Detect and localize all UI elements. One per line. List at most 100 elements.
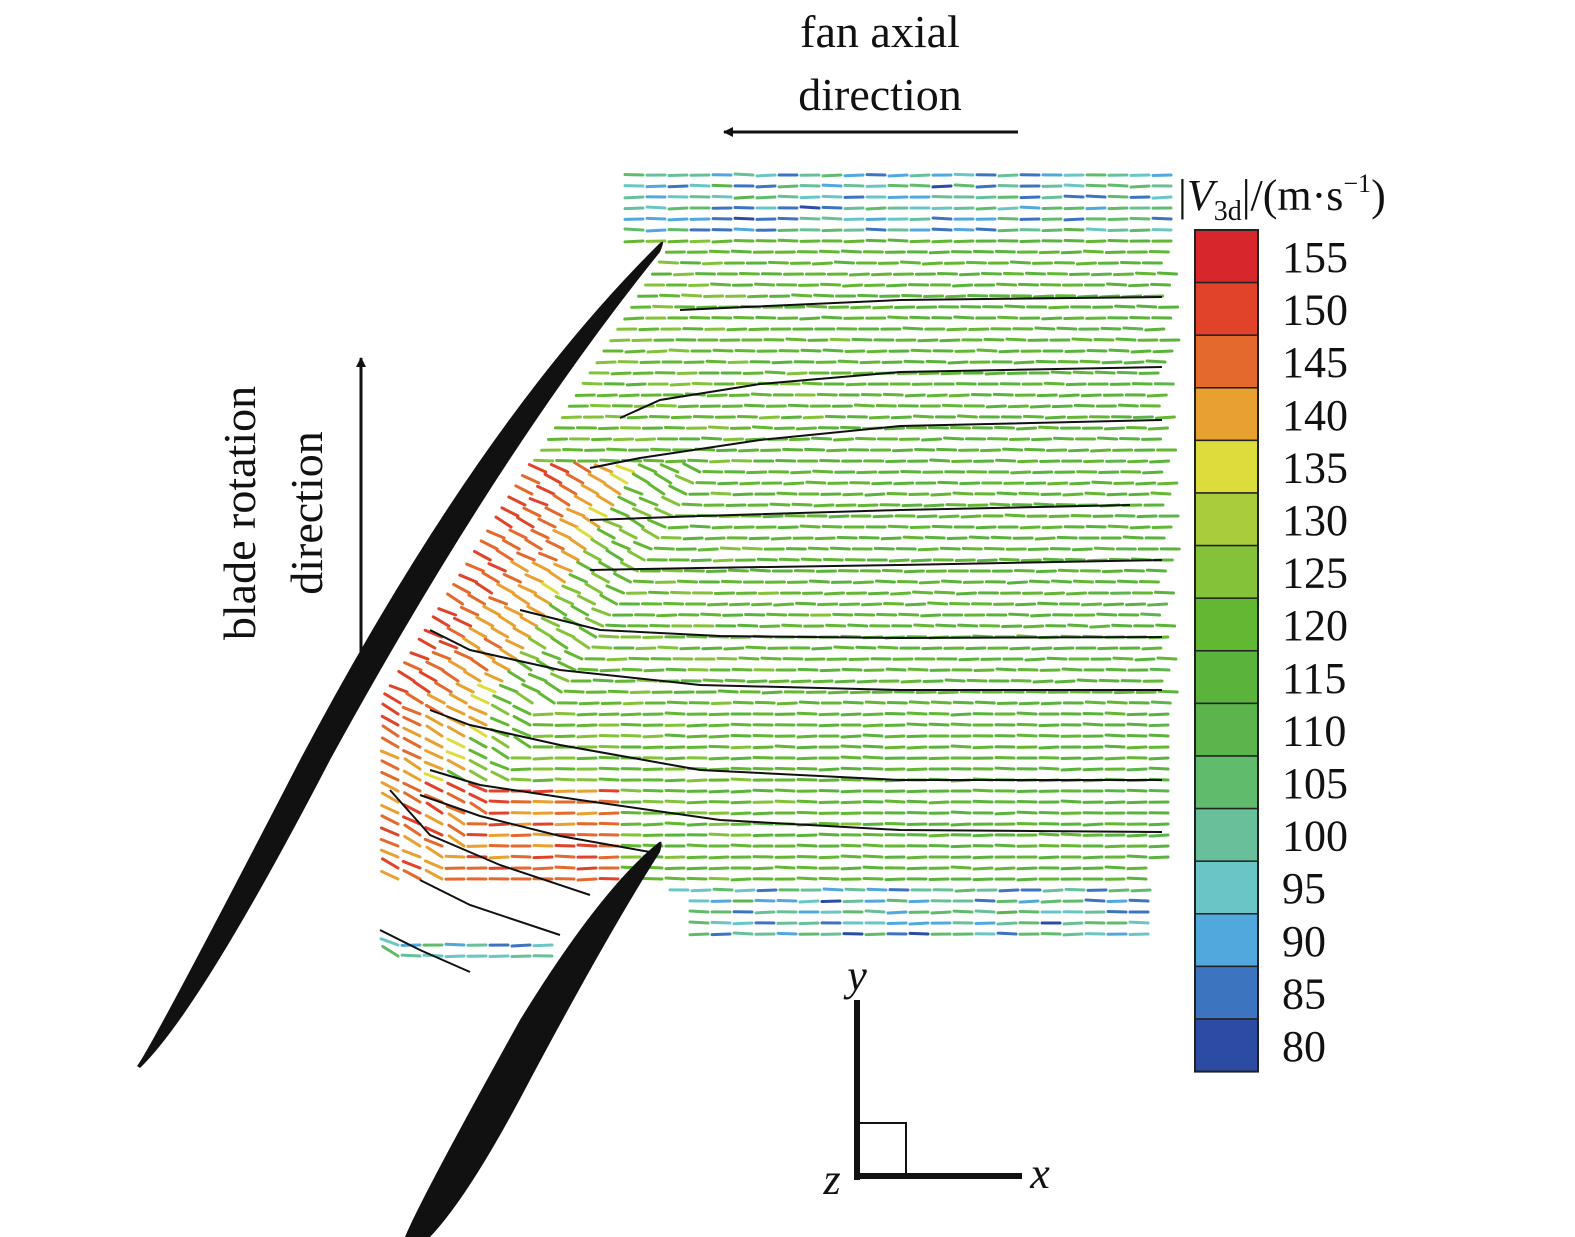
velocity-vector	[1046, 656, 1068, 661]
velocity-vector	[851, 337, 873, 342]
velocity-vector	[706, 393, 728, 398]
velocity-vector	[1016, 866, 1038, 871]
streamline	[379, 929, 471, 973]
velocity-vector	[954, 888, 976, 893]
velocity-vector	[544, 680, 563, 694]
velocity-vector	[469, 801, 488, 815]
velocity-vector	[887, 195, 909, 200]
velocity-vector	[1083, 459, 1105, 464]
velocity-vector	[381, 944, 400, 958]
velocity-vector	[491, 659, 511, 672]
velocity-vector	[928, 833, 950, 838]
velocity-vector	[766, 612, 788, 617]
colorbar-tick-label: 90	[1282, 917, 1326, 966]
velocity-vector	[819, 458, 841, 463]
velocity-vector	[909, 315, 931, 320]
velocity-vector	[768, 679, 790, 684]
velocity-vector	[819, 668, 841, 673]
streamline	[429, 629, 1162, 691]
velocity-vector	[820, 899, 842, 904]
velocity-vector	[1053, 646, 1075, 651]
velocity-vector	[708, 723, 730, 728]
axes-triad: y x z	[822, 951, 1050, 1204]
velocity-vector	[576, 866, 598, 871]
velocity-vector	[1063, 194, 1085, 199]
velocity-vector	[776, 931, 798, 936]
velocity-vector	[1032, 470, 1054, 475]
velocity-vector	[495, 548, 514, 562]
velocity-vector	[620, 843, 642, 848]
velocity-vector	[642, 799, 664, 804]
velocity-vector	[996, 931, 1018, 936]
velocity-vector	[605, 548, 624, 562]
velocity-vector	[1022, 414, 1044, 419]
velocity-vector	[664, 788, 686, 793]
velocity-vector	[1130, 349, 1152, 354]
velocity-vector	[1019, 195, 1041, 200]
velocity-vector	[1038, 832, 1060, 837]
velocity-vector	[647, 518, 667, 529]
velocity-vector	[599, 668, 621, 673]
velocity-vector	[821, 183, 843, 188]
velocity-vector	[446, 758, 466, 771]
velocity-vector	[1148, 855, 1170, 860]
velocity-vector	[795, 601, 817, 606]
velocity-vector	[997, 315, 1019, 320]
velocity-vector	[412, 680, 431, 694]
velocity-vector	[930, 910, 952, 915]
velocity-vector	[926, 393, 948, 398]
velocity-vector	[380, 736, 400, 749]
velocity-vector	[401, 849, 422, 859]
velocity-vector	[607, 689, 629, 694]
velocity-vector	[983, 546, 1005, 551]
velocity-vector	[531, 561, 551, 573]
colorbar-tick-label: 115	[1282, 654, 1346, 703]
colorbar-swatch	[1194, 650, 1259, 705]
velocity-vector	[821, 205, 843, 210]
velocity-vector	[1017, 459, 1039, 464]
velocity-vector	[1103, 426, 1125, 431]
velocity-vector	[1126, 800, 1148, 805]
velocity-vector	[1069, 481, 1091, 486]
velocity-vector	[996, 910, 1018, 915]
velocity-vector	[618, 528, 638, 540]
velocity-vector	[796, 865, 818, 870]
velocity-vector	[921, 261, 943, 266]
velocity-vector	[664, 821, 686, 826]
velocity-vector	[935, 623, 957, 628]
velocity-vector	[1112, 272, 1134, 277]
velocity-vector	[533, 458, 555, 463]
velocity-vector	[1104, 711, 1126, 716]
velocity-vector	[796, 876, 818, 881]
velocity-vector	[840, 712, 862, 717]
velocity-vector	[944, 678, 966, 683]
velocity-vector	[733, 172, 755, 177]
velocity-vector	[446, 592, 465, 606]
velocity-vector	[1015, 602, 1037, 607]
velocity-vector	[1080, 393, 1102, 398]
velocity-vector	[1135, 481, 1157, 486]
streamline	[589, 559, 1163, 571]
velocity-vector	[643, 668, 665, 673]
velocity-vector	[686, 723, 708, 728]
velocity-vector	[580, 483, 600, 496]
streamline	[429, 769, 1163, 833]
velocity-vector	[668, 484, 688, 496]
velocity-vector	[856, 470, 878, 475]
velocity-vector	[686, 843, 708, 848]
velocity-vector	[1066, 591, 1087, 596]
velocity-vector	[590, 538, 609, 551]
velocity-vector	[663, 425, 685, 430]
velocity-vector	[403, 834, 422, 848]
velocity-vector	[1107, 183, 1129, 188]
velocity-vector	[598, 766, 620, 771]
velocity-vector	[486, 529, 506, 540]
velocity-vector	[705, 359, 727, 364]
velocity-vector	[633, 540, 653, 551]
velocity-vector	[946, 536, 968, 541]
velocity-vector	[605, 584, 625, 595]
velocity-vector	[401, 859, 422, 870]
velocity-vector	[526, 604, 546, 617]
velocity-vector	[848, 272, 870, 277]
velocity-vector	[512, 704, 532, 716]
